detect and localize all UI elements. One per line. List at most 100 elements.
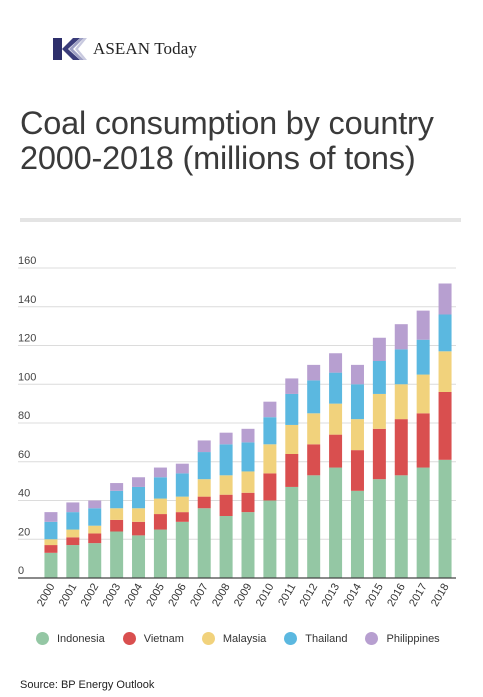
bar-segment-indonesia-2002 <box>88 543 102 578</box>
bar-segment-philippines-2009 <box>241 428 255 443</box>
bar-segment-philippines-2014 <box>350 364 364 385</box>
bar-segment-philippines-2006 <box>175 463 189 474</box>
bar-segment-vietnam-2013 <box>329 434 343 468</box>
x-tick-label: 2016 <box>385 582 408 609</box>
bar-segment-malaysia-2012 <box>307 413 321 445</box>
bar-segment-malaysia-2005 <box>153 498 167 515</box>
bar-segment-vietnam-2014 <box>350 450 364 491</box>
bar-segment-indonesia-2011 <box>285 486 299 578</box>
y-tick-label: 140 <box>18 294 36 306</box>
bar-segment-thailand-2013 <box>329 372 343 404</box>
bar-segment-philippines-2007 <box>197 440 211 453</box>
legend-swatch <box>122 632 136 645</box>
bar-segment-indonesia-2015 <box>372 479 386 578</box>
legend-label: Indonesia <box>57 632 105 645</box>
bar-segment-indonesia-2013 <box>329 467 343 578</box>
legend-item-vietnam: Vietnam <box>122 632 184 645</box>
bar-segment-thailand-2001 <box>66 512 80 530</box>
y-tick-label: 20 <box>18 526 30 538</box>
bar-segment-philippines-2017 <box>416 310 430 340</box>
bar-segment-thailand-2015 <box>372 361 386 394</box>
bar-segment-malaysia-2006 <box>175 496 189 513</box>
bar-segment-vietnam-2010 <box>263 473 277 501</box>
bar-segment-indonesia-2001 <box>66 545 80 578</box>
bar-segment-philippines-2012 <box>307 364 321 381</box>
bar-segment-thailand-2000 <box>44 521 58 540</box>
bar-segment-thailand-2003 <box>110 490 124 509</box>
brand-logo: ASEAN Today <box>53 38 197 60</box>
bar-segment-indonesia-2006 <box>175 521 189 578</box>
bar-segment-thailand-2016 <box>394 349 408 385</box>
bar-segment-philippines-2001 <box>66 502 80 513</box>
bar-segment-malaysia-2004 <box>132 508 146 522</box>
bar-segment-vietnam-2007 <box>197 496 211 509</box>
bar-segment-malaysia-2018 <box>438 351 452 392</box>
bar-segment-malaysia-2008 <box>219 475 233 495</box>
bar-segment-indonesia-2004 <box>132 535 146 578</box>
x-tick-label: 2002 <box>79 582 102 609</box>
y-tick-label: 40 <box>18 488 30 500</box>
bar-segment-philippines-2015 <box>372 337 386 361</box>
bar-segment-malaysia-2007 <box>197 479 211 497</box>
title-divider <box>20 218 461 222</box>
bar-segment-vietnam-2018 <box>438 392 452 460</box>
bar-segment-vietnam-2000 <box>44 545 58 553</box>
legend-item-indonesia: Indonesia <box>36 632 105 645</box>
bar-segment-philippines-2002 <box>88 500 102 509</box>
bar-segment-malaysia-2009 <box>241 471 255 493</box>
bar-segment-malaysia-2016 <box>394 384 408 420</box>
bar-segment-philippines-2008 <box>219 432 233 445</box>
bar-segment-indonesia-2008 <box>219 516 233 578</box>
bar-segment-malaysia-2013 <box>329 403 343 435</box>
x-tick-label: 2013 <box>320 582 343 609</box>
bar-segment-vietnam-2009 <box>241 492 255 513</box>
bar-segment-philippines-2018 <box>438 283 452 315</box>
bar-segment-thailand-2012 <box>307 380 321 414</box>
bar-segment-vietnam-2006 <box>175 512 189 522</box>
legend-label: Malaysia <box>222 632 267 645</box>
bar-segment-thailand-2008 <box>219 444 233 476</box>
x-tick-label: 2015 <box>363 582 386 609</box>
bar-segment-indonesia-2000 <box>44 552 58 578</box>
bar-segment-philippines-2004 <box>132 477 146 487</box>
legend-swatch <box>365 632 379 645</box>
bar-segment-philippines-2005 <box>153 467 167 478</box>
bar-segment-vietnam-2002 <box>88 533 102 544</box>
x-tick-label: 2014 <box>341 582 364 609</box>
bar-segment-thailand-2007 <box>197 452 211 480</box>
x-tick-label: 2001 <box>57 582 80 609</box>
bar-segment-indonesia-2007 <box>197 508 211 578</box>
legend-item-thailand: Thailand <box>284 632 347 645</box>
legend-label: Thailand <box>305 632 348 645</box>
bar-segment-vietnam-2003 <box>110 519 124 532</box>
bar-segment-malaysia-2014 <box>350 419 364 451</box>
bar-segment-indonesia-2009 <box>241 512 255 578</box>
x-tick-label: 2007 <box>188 582 211 609</box>
bar-segment-indonesia-2005 <box>153 529 167 578</box>
bar-segment-vietnam-2012 <box>307 444 321 476</box>
y-tick-label: 80 <box>18 410 30 422</box>
bar-segment-thailand-2018 <box>438 314 452 352</box>
y-tick-label: 100 <box>18 371 36 383</box>
bar-segment-malaysia-2017 <box>416 374 430 414</box>
bar-segment-thailand-2002 <box>88 508 102 526</box>
bar-segment-malaysia-2015 <box>372 393 386 429</box>
legend-label: Philippines <box>386 632 440 645</box>
bar-segment-vietnam-2005 <box>153 514 167 530</box>
bar-segment-vietnam-2016 <box>394 419 408 476</box>
bar-segment-philippines-2011 <box>285 378 299 394</box>
bar-segment-thailand-2009 <box>241 442 255 472</box>
source-note: Source: BP Energy Outlook <box>20 679 155 691</box>
y-tick-label: 60 <box>18 449 30 461</box>
bar-segment-malaysia-2010 <box>263 444 277 474</box>
bar-segment-indonesia-2016 <box>394 475 408 578</box>
bar-segment-thailand-2006 <box>175 473 189 497</box>
x-tick-label: 2005 <box>144 582 167 609</box>
bar-segment-indonesia-2003 <box>110 531 124 578</box>
bar-segment-thailand-2014 <box>350 384 364 420</box>
bar-segment-malaysia-2011 <box>285 424 299 454</box>
bar-segment-indonesia-2012 <box>307 475 321 578</box>
y-tick-label: 120 <box>18 333 36 345</box>
bar-segment-vietnam-2015 <box>372 428 386 480</box>
